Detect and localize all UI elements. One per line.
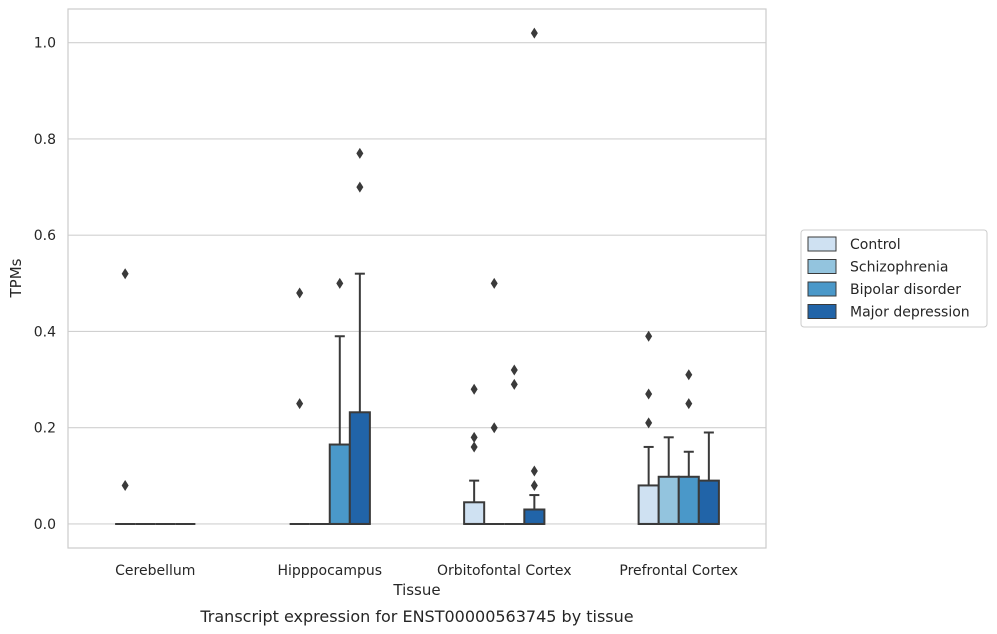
- legend-frame: [800, 229, 988, 328]
- outlier-point: [121, 268, 129, 280]
- y-tick-labels: 0.0 0.2 0.4 0.6 0.8 1.0: [34, 36, 56, 533]
- y-axis-title: TPMs: [7, 258, 25, 298]
- box-body: [463, 501, 486, 525]
- outlier-point: [356, 181, 364, 193]
- x-tick-label: Prefrontal Cortex: [619, 563, 738, 579]
- box-body: [523, 508, 546, 525]
- grid-lines: [68, 42, 766, 525]
- box-control: [463, 479, 486, 525]
- box-bipolar-disorder: [677, 450, 700, 525]
- outlier-point: [530, 27, 538, 39]
- x-tick-labels: Cerebellum Hipppocampus Orbitofontal Corte…: [115, 563, 738, 579]
- outlier-point: [296, 398, 304, 410]
- outlier-point: [121, 479, 129, 491]
- outlier-point: [645, 388, 653, 400]
- box-body: [328, 443, 351, 525]
- box-body: [657, 475, 680, 525]
- outlier-point: [685, 398, 693, 410]
- outlier-point: [336, 277, 344, 289]
- outlier-point: [685, 369, 693, 381]
- outlier-point: [470, 383, 478, 395]
- outlier-point: [490, 277, 498, 289]
- outlier-point: [470, 441, 478, 453]
- box-bipolar-disorder: [328, 335, 351, 525]
- legend-swatch: [807, 259, 837, 274]
- legend-label: Schizophrenia: [850, 260, 948, 276]
- x-tick-label: Cerebellum: [115, 563, 195, 579]
- legend-swatch: [807, 281, 837, 297]
- outlier-point: [530, 479, 538, 491]
- box-major-depression: [348, 272, 371, 525]
- x-axis-title: Tissue: [392, 581, 440, 599]
- box-plots: [115, 272, 720, 525]
- outlier-point: [510, 364, 518, 376]
- outlier-point: [470, 431, 478, 443]
- box-schizophrenia: [657, 436, 680, 525]
- box-body: [637, 484, 660, 525]
- outlier-point: [356, 147, 364, 159]
- outlier-point: [530, 465, 538, 477]
- chart-caption: Transcript expression for ENST0000056374…: [199, 607, 633, 626]
- legend-label: Bipolar disorder: [850, 282, 961, 298]
- y-tick-label: 0.6: [34, 228, 56, 244]
- box-body: [677, 475, 700, 525]
- y-tick-label: 0.0: [34, 517, 56, 533]
- outlier-point: [490, 422, 498, 434]
- legend-label: Major depression: [850, 305, 970, 321]
- box-major-depression: [523, 494, 546, 525]
- legend: Control Schizophrenia Bipolar disorder Majo…: [800, 229, 988, 328]
- legend-swatch: [807, 304, 837, 319]
- box-body: [697, 479, 720, 525]
- legend-label: Control: [850, 237, 901, 253]
- y-tick-label: 0.8: [34, 132, 56, 148]
- y-tick-label: 0.4: [34, 324, 56, 340]
- box-body: [348, 411, 371, 525]
- y-tick-label: 1.0: [34, 36, 56, 52]
- x-tick-label: Orbitofontal Cortex: [437, 563, 572, 579]
- legend-swatch: [807, 236, 837, 252]
- plot-area-frame: [67, 8, 767, 549]
- outlier-point: [645, 330, 653, 342]
- outlier-point: [296, 287, 304, 299]
- outlier-points: [121, 27, 693, 491]
- outlier-point: [510, 378, 518, 390]
- outlier-point: [645, 417, 653, 429]
- box-major-depression: [697, 431, 720, 525]
- y-tick-label: 0.2: [34, 421, 56, 437]
- box-control: [637, 445, 660, 525]
- x-tick-label: Hipppocampus: [277, 563, 382, 579]
